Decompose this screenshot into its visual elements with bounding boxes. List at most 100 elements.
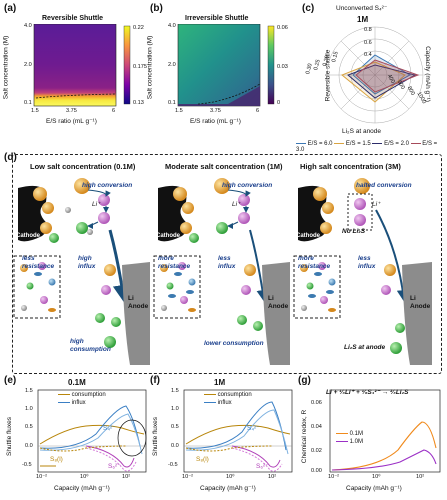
panel-f-legend: consumption influx — [204, 391, 252, 407]
panel-b-cb-0: 0.06 — [277, 25, 288, 31]
f-ytick-2: 0.5 — [171, 424, 179, 430]
col1-cathode: Cathode — [16, 233, 40, 239]
f-influx-line-1 — [185, 401, 287, 451]
g-xtick-2: 10² — [416, 474, 425, 480]
col1-mid-right: high influx — [78, 255, 96, 270]
e-ytick-2: 0.5 — [25, 424, 33, 430]
schematic-graphics — [13, 178, 432, 365]
e-ytick-0: 1.5 — [25, 388, 33, 394]
g-line-1m — [331, 449, 437, 471]
e-s4-label: S₄²⁻ — [103, 425, 116, 432]
e-s6-line-2 — [85, 447, 137, 472]
col-title-high: High salt concentration (3M) — [300, 162, 401, 171]
panel-e-xlabel: Capacity (mAh g⁻¹) — [54, 485, 110, 492]
radar-es-1-5 — [341, 61, 406, 103]
panel-e-ylabel: Shuttle fluxes — [6, 416, 14, 457]
f-s6-line-2 — [231, 447, 283, 472]
e-ytick-4: -0.5 — [22, 462, 32, 468]
panel-c-axis-top: Unconverted S₄²⁻ — [336, 5, 388, 12]
f-consumption-line-1 — [185, 424, 291, 445]
e-legend-swatch-consumption — [58, 393, 70, 395]
g-ytick-2: 0.04 — [311, 424, 322, 430]
e-legend-consumption: consumption — [71, 392, 106, 398]
e-legend-swatch-influx — [58, 401, 70, 403]
col3-bottom: Li₂S at anode — [344, 344, 386, 351]
f-xtick-1: 10⁰ — [226, 474, 235, 480]
col2-top: high conversion — [222, 182, 273, 189]
e-s6-line — [85, 445, 135, 468]
f-s8-line — [185, 445, 273, 452]
f-legend-swatch-influx — [204, 401, 216, 403]
f-legend-influx: influx — [217, 400, 232, 406]
li-ion-label-2: Li⁺ — [232, 201, 241, 208]
li-ion-label-1: Li⁺ — [92, 201, 101, 208]
schematic-frame — [12, 154, 442, 374]
col1-mid-left: less resistance — [22, 255, 55, 270]
e-influx-line-1 — [39, 405, 141, 449]
e-legend-influx: influx — [71, 400, 86, 406]
panel-a-heatmap — [33, 24, 131, 107]
e-s8-label: S₈(l) — [50, 456, 63, 463]
panel-label-g: (g) — [298, 375, 311, 386]
radar-es-2 — [347, 64, 417, 99]
f-ytick-0: 1.5 — [171, 388, 179, 394]
panel-a-ylabel: Salt concentration (M) — [2, 35, 10, 100]
column-low — [13, 178, 150, 365]
g-ytick-3: 0.06 — [311, 400, 322, 406]
panel-b-ytick-2: 0.1 — [168, 100, 176, 106]
f-xtick-0: 10⁻² — [182, 474, 194, 480]
f-ytick-4: -0.5 — [168, 462, 178, 468]
li-ion-label-3: Li⁺ — [372, 201, 381, 208]
g-xtick-0: 10⁻² — [328, 474, 340, 480]
panel-b-cb-2: 0 — [277, 100, 281, 106]
panel-label-d: (d) — [4, 152, 17, 163]
col3-anode: Li Anode — [410, 295, 431, 310]
panel-c-tick-top-2: 0.4 — [364, 52, 372, 58]
f-s6-line — [231, 445, 281, 468]
col3-cathode: Cathode — [296, 233, 320, 239]
g-legend-1: 1.0M — [349, 439, 364, 445]
g-ytick-0: 0.00 — [311, 468, 322, 474]
col3-no-li2s: No Li₂S — [342, 228, 366, 235]
g-legend-swatch-1 — [336, 440, 348, 442]
f-xtick-2: 10² — [268, 474, 277, 480]
panel-label-b: (b) — [150, 3, 163, 14]
g-legend-swatch-0 — [336, 432, 348, 434]
e-xtick-2: 10² — [122, 474, 131, 480]
g-line-0-1m — [331, 421, 437, 471]
panel-f-xlabel: Capacity (mAh g⁻¹) — [200, 485, 256, 492]
panel-b-xtick-0: 1.5 — [175, 108, 183, 114]
f-legend-consumption: consumption — [217, 392, 252, 398]
panel-g-xlabel: Capacity (mAh g⁻¹) — [346, 485, 402, 492]
f-ytick-1: 1.0 — [171, 406, 179, 412]
panel-b-xlabel: E/S ratio (mL g⁻¹) — [190, 118, 241, 125]
panel-e-title: 0.1M — [68, 378, 86, 387]
col2-cathode: Cathode — [156, 233, 180, 239]
panel-a-ytick-0: 4.0 — [24, 23, 32, 29]
col-title-low: Low salt concentration (0.1M) — [30, 162, 136, 171]
e-influx-line-2 — [39, 413, 143, 455]
panel-b-heatmap — [177, 24, 275, 107]
panel-b-ylabel: Salt concentration (M) — [146, 35, 154, 100]
radar-es-3 — [355, 59, 420, 93]
e-s8-line — [39, 445, 127, 452]
g-legend-0: 0.1M — [349, 431, 364, 437]
col1-top: high conversion — [82, 182, 133, 189]
col-title-moderate: Moderate salt concentration (1M) — [165, 162, 283, 171]
col3-top: halted conversion — [356, 182, 412, 189]
panel-b-cb-1: 0.03 — [277, 64, 288, 70]
legend-es6: E/S = 6.0 — [307, 141, 333, 147]
legend-es2: E/S = 2.0 — [384, 141, 409, 147]
col2-bottom: lower consumption — [204, 340, 264, 347]
col3-mid-right: less influx — [358, 255, 376, 270]
panel-a-ytick-1: 2.0 — [24, 62, 32, 68]
e-ytick-1: 1.0 — [25, 406, 33, 412]
panel-a-ytick-2: 0.1 — [24, 100, 32, 106]
col2-mid-left: more resistance — [158, 255, 191, 270]
e-xtick-1: 10⁰ — [80, 474, 89, 480]
panel-c-tick-top-0: 0.8 — [364, 27, 372, 33]
legend-es15: E/S = 1.5 — [345, 141, 371, 147]
e-ytick-3: 0.0 — [25, 443, 33, 449]
f-legend-swatch-consumption — [204, 393, 216, 395]
e-consumption-line-1 — [39, 424, 145, 445]
